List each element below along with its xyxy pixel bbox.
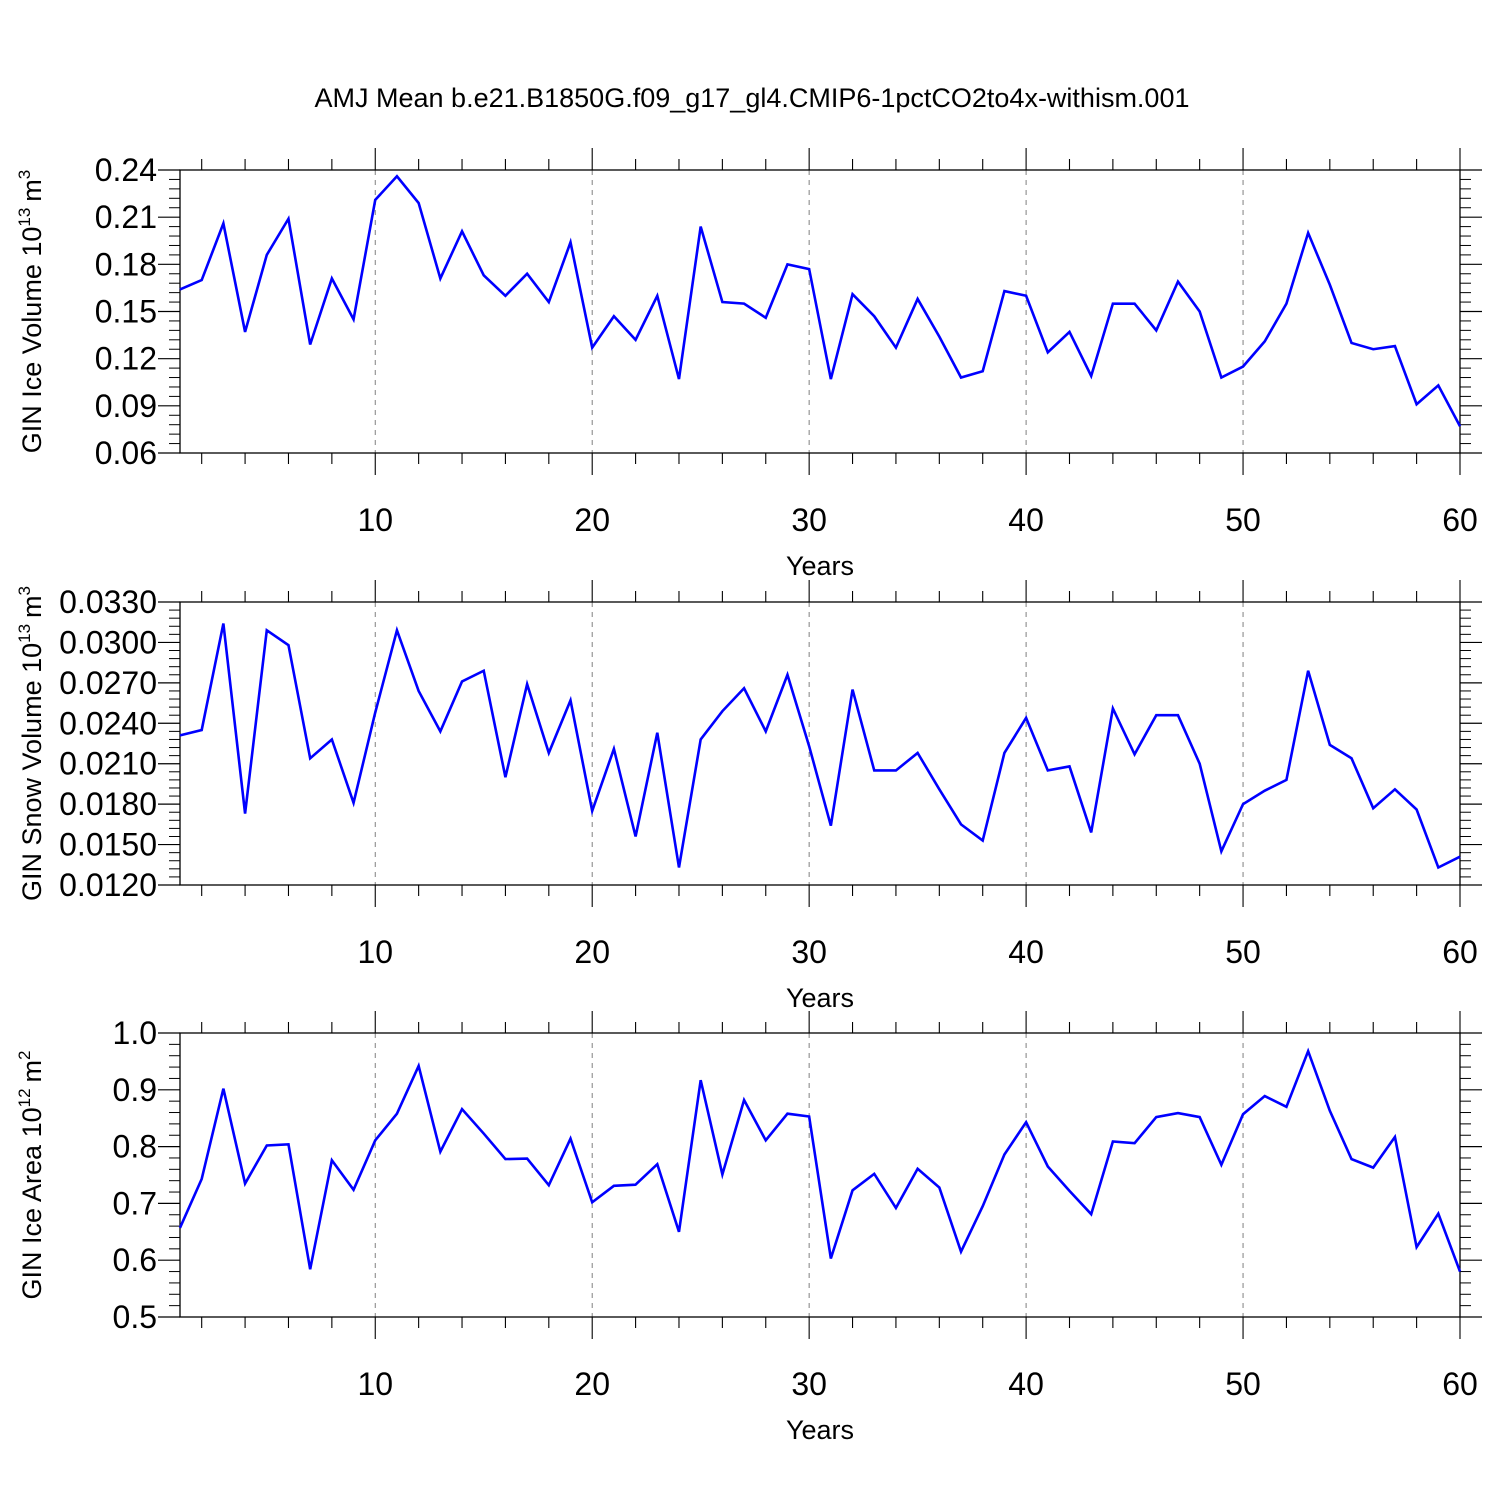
y-axis-label-exponent: 12 [15, 1088, 34, 1107]
y-axis-label-text: GIN Ice Area 10 [17, 1107, 47, 1299]
x-tick-label: 50 [1225, 934, 1261, 970]
y-tick-label: 0.18 [95, 246, 157, 282]
y-tick-label: 0.15 [95, 294, 157, 330]
x-tick-label: 10 [357, 934, 393, 970]
y-tick-label: 0.0210 [59, 746, 157, 782]
x-tick-label: 40 [1008, 934, 1044, 970]
y-axis-label-unit: m [17, 1060, 47, 1083]
y-axis-label-unit-exponent: 3 [15, 170, 34, 179]
y-tick-label: 0.0270 [59, 665, 157, 701]
y-tick-label: 0.5 [113, 1299, 157, 1335]
y-tick-label: 0.7 [113, 1185, 157, 1221]
series-line [178, 1047, 1462, 1273]
y-tick-label: 0.21 [95, 199, 157, 235]
x-tick-label: 40 [1008, 502, 1044, 538]
x-tick-label: 30 [791, 934, 827, 970]
y-tick-label: 0.0150 [59, 827, 157, 863]
y-axis-label-unit-exponent: 2 [15, 1051, 34, 1060]
x-tick-label: 30 [791, 1366, 827, 1402]
x-tick-label: 10 [357, 1366, 393, 1402]
y-tick-label: 0.6 [113, 1242, 157, 1278]
series-line [179, 174, 1462, 427]
x-tick-label: 60 [1442, 934, 1478, 970]
main-title: AMJ Mean b.e21.B1850G.f09_g17_gl4.CMIP6-… [315, 83, 1190, 113]
y-tick-label: 0.0300 [59, 624, 157, 660]
x-tick-label: 50 [1225, 502, 1261, 538]
y-tick-label: 0.12 [95, 341, 157, 377]
y-axis-label-exponent: 13 [15, 208, 34, 227]
x-axis-label: Years [786, 983, 854, 1013]
y-tick-label: 0.0240 [59, 705, 157, 741]
x-axis-label: Years [786, 551, 854, 581]
x-tick-label: 30 [791, 502, 827, 538]
x-tick-label: 50 [1225, 1366, 1261, 1402]
x-tick-label: 20 [574, 502, 610, 538]
y-tick-label: 0.9 [113, 1072, 157, 1108]
plot-frame [179, 1032, 1461, 1318]
x-axis-label: Years [786, 1415, 854, 1445]
y-axis-label-unit: m [17, 179, 47, 202]
y-tick-label: 0.06 [95, 435, 157, 471]
series-line [179, 623, 1461, 870]
y-axis-label: GIN Ice Area 1012 m2 [15, 1051, 47, 1300]
x-tick-label: 40 [1008, 1366, 1044, 1402]
x-tick-label: 60 [1442, 1366, 1478, 1402]
chart-panel-1: 0.06 0.09 0.12 0.15 0.18 0.21 0.24 10 20 30 40 50 60… [15, 148, 1482, 581]
y-tick-label: 1.0 [113, 1015, 157, 1051]
chart-panel-2: 0.0120 0.0150 0.0180 0.0210 0.0240 0.0270 0.03… [15, 580, 1482, 1013]
y-axis-label: GIN Ice Volume 1013 m3 [15, 170, 47, 454]
plot-frame [179, 601, 1461, 886]
y-axis-label-text: GIN Snow Volume 10 [17, 643, 47, 901]
y-tick-label: 0.8 [113, 1129, 157, 1165]
y-axis-label-exponent: 13 [15, 624, 34, 643]
x-tick-label: 20 [574, 934, 610, 970]
y-tick-label: 0.0330 [59, 584, 157, 620]
y-axis-label-unit: m [17, 595, 47, 618]
panels: 0.06 0.09 0.12 0.15 0.18 0.21 0.24 10 20 30 40 50 60… [15, 148, 1482, 1445]
y-tick-label: 0.09 [95, 388, 157, 424]
x-tick-label: 10 [357, 502, 393, 538]
y-axis-label-text: GIN Ice Volume 10 [17, 227, 47, 454]
y-axis-label: GIN Snow Volume 1013 m3 [15, 586, 47, 901]
y-tick-label: 0.24 [95, 152, 157, 188]
y-axis-label-unit-exponent: 3 [15, 586, 34, 595]
y-tick-label: 0.0120 [59, 867, 157, 903]
chart-panel-3: 0.5 0.6 0.7 0.8 0.9 1.0 10 20 30 40 50 60 Years GIN I… [15, 1011, 1482, 1445]
x-tick-label: 60 [1442, 502, 1478, 538]
x-tick-label: 20 [574, 1366, 610, 1402]
y-tick-label: 0.0180 [59, 786, 157, 822]
